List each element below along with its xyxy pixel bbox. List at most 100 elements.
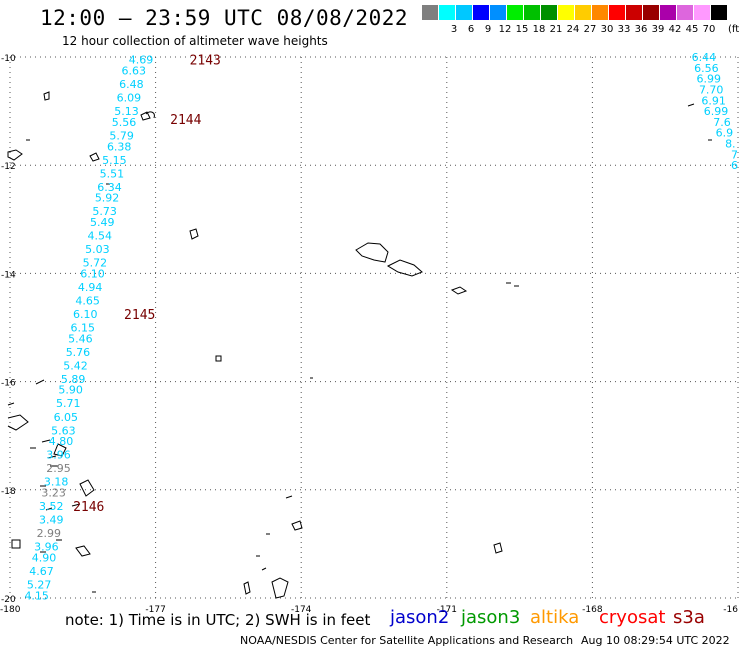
legend-swatch <box>507 5 523 20</box>
coastline <box>7 402 29 431</box>
legend-swatch <box>524 5 540 20</box>
legend-swatch <box>677 5 693 20</box>
coastline <box>386 259 423 277</box>
swh-value-label: 5.51 <box>100 167 125 180</box>
coastline <box>26 139 110 185</box>
swh-value-label: 8. <box>725 138 736 151</box>
coastline <box>89 152 100 162</box>
legend-label: 33 <box>617 24 631 35</box>
swh-value-label: 6.05 <box>54 411 79 424</box>
legend-swatch <box>660 5 676 20</box>
swh-value-label: 6.38 <box>107 140 132 153</box>
coastline <box>271 577 289 599</box>
swh-value-label: 2.99 <box>37 527 62 540</box>
legend-label: 27 <box>583 24 597 35</box>
coastline <box>11 539 21 549</box>
coastlines <box>7 91 712 599</box>
coastline <box>450 286 468 295</box>
coastline <box>140 111 151 121</box>
swh-value-label: 5.27 <box>27 578 52 591</box>
legend-unit: (ft) <box>728 24 740 35</box>
swh-value-label: 6.15 <box>71 322 96 335</box>
swh-value-label: 7 <box>731 148 738 161</box>
swh-value-label: 4.54 <box>88 230 113 243</box>
pass-time-label: 2143 <box>190 54 221 69</box>
coastline <box>79 479 95 497</box>
lat-tick-label: -20 <box>1 595 16 605</box>
legend-label: 45 <box>685 24 699 35</box>
legend-swatch <box>592 5 608 20</box>
coastline <box>30 447 58 467</box>
coastline <box>40 485 81 511</box>
legend-label: 39 <box>651 24 665 35</box>
lat-tick-label: -10 <box>1 54 16 64</box>
swh-value-label: 7.70 <box>699 83 724 96</box>
legend-swatch <box>609 5 625 20</box>
pass-time-label: 2146 <box>73 500 104 515</box>
coastline <box>56 539 91 557</box>
legend-label: 9 <box>484 24 492 35</box>
coastline <box>7 149 23 161</box>
altimeter-track: 4.696.636.486.095.135.565.796.385.155.51… <box>24 51 738 602</box>
legend-swatch <box>575 5 591 20</box>
swh-value-label: 5.49 <box>90 216 115 229</box>
legend-swatch <box>626 5 642 20</box>
swh-value-label: 3.52 <box>39 500 64 513</box>
swh-value-label: 2.95 <box>46 462 71 475</box>
coastline <box>243 581 251 595</box>
swh-value-label: 6.10 <box>73 308 98 321</box>
lon-tick-label: -174 <box>291 605 312 615</box>
swh-value-label: 5.63 <box>51 424 76 437</box>
swh-value-label: 5.13 <box>114 105 139 118</box>
pass-time-label: 2145 <box>124 308 155 323</box>
legend-label: 70 <box>702 24 716 35</box>
swh-value-label: 4.69 <box>129 54 154 67</box>
legend-label: 18 <box>532 24 546 35</box>
generated-timestamp: Aug 10 08:29:54 UTC 2022 <box>581 634 730 647</box>
legend-label: 3 <box>450 24 458 35</box>
swh-value-label: 4.67 <box>29 565 54 578</box>
legend-swatch <box>422 5 438 20</box>
coastline <box>493 542 503 554</box>
swh-value-label: 5.72 <box>83 257 108 270</box>
page-subtitle: 12 hour collection of altimeter wave hei… <box>62 34 328 48</box>
coastline <box>687 103 712 141</box>
swh-value-label: 4.94 <box>78 281 103 294</box>
page-title: 12:00 – 23:59 UTC 08/08/2022 <box>40 6 409 30</box>
swh-value-label: 7.6 <box>713 116 731 129</box>
credit-line: NOAA/NESDIS Center for Satellite Applica… <box>240 634 574 647</box>
satellite-label-jason3: jason3 <box>461 607 521 628</box>
lat-tick-label: -14 <box>1 270 16 280</box>
swh-value-label: 6.34 <box>97 181 122 194</box>
swh-value-label: 6.10 <box>80 267 105 280</box>
legend-label: 24 <box>566 24 580 35</box>
legend-swatch <box>439 5 455 20</box>
coastline <box>40 551 96 593</box>
legend-label: 15 <box>515 24 529 35</box>
coastline <box>215 355 222 362</box>
lon-tick-label: -177 <box>145 605 165 615</box>
axis-labels: -10 -12 -14 -16 -18 -20-180 -177 -174 -171 -168 -1… <box>0 54 738 615</box>
footnote: note: 1) Time is in UTC; 2) SWH is in fe… <box>65 611 371 629</box>
satellite-label-s3a: s3a <box>673 607 705 628</box>
legend-swatch <box>473 5 489 20</box>
legend-label: 12 <box>498 24 512 35</box>
legend-label: 42 <box>668 24 682 35</box>
swh-value-label: 5.73 <box>92 205 117 218</box>
legend-swatch <box>711 5 727 20</box>
lat-tick-label: -18 <box>1 487 16 497</box>
swh-value-label: 5.79 <box>109 129 134 142</box>
swh-value-label: 6.99 <box>697 73 722 86</box>
swh-value-label: 5.03 <box>85 243 110 256</box>
lon-tick-label: -180 <box>0 605 21 615</box>
pass-time-label: 2144 <box>170 113 201 128</box>
swh-value-label: 6.63 <box>122 65 147 78</box>
map-grid <box>9 56 739 599</box>
swh-value-label: 3.49 <box>39 514 64 527</box>
coastline <box>35 379 67 457</box>
swh-value-label: 5.89 <box>61 373 86 386</box>
swh-value-label: 5.92 <box>95 192 120 205</box>
swh-value-label: 4.80 <box>49 435 74 448</box>
swh-value-label: 6.9 <box>716 127 734 140</box>
